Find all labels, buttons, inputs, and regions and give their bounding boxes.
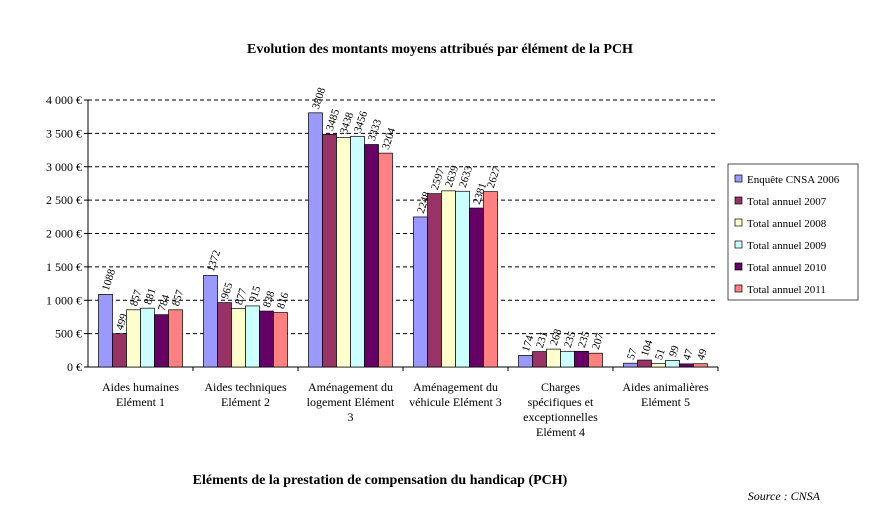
- bar: [140, 307, 155, 368]
- bar: [651, 363, 666, 368]
- source: Source : CNSA: [748, 489, 821, 503]
- legend-swatch: [734, 262, 743, 271]
- bar: [245, 305, 260, 368]
- value-label: 235: [562, 329, 579, 349]
- bar: [126, 309, 141, 368]
- y-tick-label: 2 500 €: [46, 193, 82, 207]
- bar: [350, 135, 365, 368]
- bar: [259, 310, 274, 368]
- value-label: 235: [576, 329, 593, 349]
- x-tick-label: Aides humaines Elément 1: [102, 380, 179, 409]
- legend-swatch: [734, 196, 743, 205]
- bar: [112, 333, 127, 368]
- value-label: 881: [142, 287, 159, 306]
- bar: [154, 314, 169, 368]
- bar: [455, 190, 470, 368]
- bar: [532, 351, 547, 368]
- legend-label: Total annuel 2010: [747, 262, 827, 274]
- value-label: 3456: [352, 109, 370, 134]
- value-label: 1372: [205, 249, 223, 274]
- legend-label: Total annuel 2007: [747, 196, 827, 208]
- x-tick-label: Aménagement du logement Elément 3: [306, 380, 395, 424]
- value-label: 838: [261, 289, 278, 309]
- y-tick-label: 2 000 €: [46, 227, 82, 241]
- x-tick-label: Aménagement du véhicule Elément 3: [409, 380, 502, 409]
- bar: [588, 352, 603, 368]
- bar: [693, 363, 708, 368]
- value-label: 51: [653, 347, 668, 361]
- bar: [665, 360, 680, 368]
- y-tick-label: 1 500 €: [46, 260, 82, 274]
- bar: [217, 302, 232, 368]
- value-label: 57: [625, 346, 640, 361]
- bar: [378, 152, 393, 368]
- x-axis-title: Eléments de la prestation de compensatio…: [193, 473, 568, 488]
- bar: [483, 191, 498, 368]
- y-tick-label: 0 €: [67, 360, 82, 374]
- bar: [413, 216, 428, 368]
- value-label: 268: [548, 327, 565, 347]
- value-label: 816: [275, 291, 292, 311]
- bar: [322, 134, 337, 368]
- bar: [336, 137, 351, 368]
- value-label: 174: [520, 333, 537, 353]
- value-label: 207: [590, 331, 607, 351]
- legend-swatch: [734, 240, 743, 249]
- y-tick-label: 4 000 €: [46, 93, 82, 107]
- bar: [231, 308, 246, 368]
- value-label: 965: [219, 281, 236, 301]
- value-label: 47: [681, 347, 696, 362]
- bar: [427, 193, 442, 368]
- bar: [273, 312, 288, 368]
- y-tick-label: 3 500 €: [46, 126, 82, 140]
- value-label: 3204: [380, 126, 398, 151]
- value-label: 49: [695, 347, 710, 362]
- y-tick-label: 500 €: [55, 327, 82, 341]
- bar: [308, 112, 323, 368]
- bar: [560, 350, 575, 368]
- value-label: 857: [170, 288, 187, 308]
- value-label: 3808: [310, 86, 328, 111]
- legend-label: Enquête CNSA 2006: [747, 174, 840, 186]
- bar: [203, 275, 218, 368]
- legend-swatch: [734, 284, 743, 293]
- bar: [518, 355, 533, 368]
- legend-label: Total annuel 2009: [747, 240, 827, 252]
- legend-label: Total annuel 2011: [747, 284, 826, 296]
- bar: [441, 190, 456, 368]
- x-tick-label: Charges spécifiques et exceptionnelles E…: [523, 380, 598, 439]
- bar: [623, 362, 638, 368]
- x-tick-label: Aides techniques Elément 2: [204, 380, 287, 409]
- value-label: 877: [233, 287, 250, 307]
- value-label: 99: [667, 344, 682, 359]
- legend-box: [727, 163, 859, 301]
- value-label: 915: [247, 284, 264, 304]
- bar: [637, 359, 652, 368]
- legend-swatch: [734, 174, 743, 183]
- x-tick-label: Aides animalières Elément 5: [622, 380, 709, 409]
- value-label: 1088: [100, 267, 118, 292]
- bar: [574, 350, 589, 368]
- bar: [679, 363, 694, 368]
- value-label: 2627: [485, 164, 503, 189]
- y-tick-label: 3 000 €: [46, 160, 82, 174]
- bar: [98, 294, 113, 368]
- bar: [364, 144, 379, 368]
- legend-swatch: [734, 218, 743, 227]
- value-label: 231: [534, 330, 551, 349]
- bar: [469, 207, 484, 368]
- bar: [546, 348, 561, 368]
- chart-title: Evolution des montants moyens attribués …: [247, 42, 633, 57]
- value-label: 104: [639, 338, 656, 358]
- y-tick-label: 1 000 €: [46, 293, 82, 307]
- bar: [168, 309, 183, 368]
- value-label: 784: [156, 293, 173, 313]
- value-label: 3333: [366, 117, 384, 142]
- legend-label: Total annuel 2008: [747, 218, 827, 230]
- value-label: 857: [128, 288, 145, 308]
